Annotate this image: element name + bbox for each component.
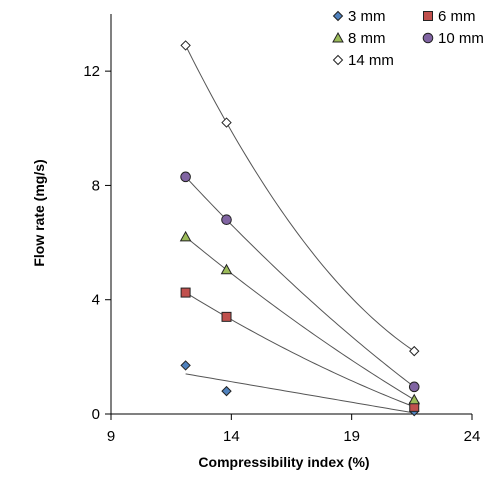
trendline-6-mm (185, 292, 415, 408)
data-point-14-mm (221, 117, 232, 128)
legend-item: 8 mm (332, 30, 386, 47)
trendline-3-mm (185, 373, 415, 414)
data-point-3-mm (180, 360, 191, 371)
legend-marker (423, 11, 433, 21)
axes: 0 4 8 12 9 14 19 24 (83, 14, 480, 445)
data-point-8-mm (220, 263, 233, 275)
legend-label: 14 mm (348, 52, 394, 69)
data-point-14-mm (409, 345, 420, 357)
x-tick-label: 19 (343, 428, 360, 445)
legend-marker (422, 32, 434, 44)
legend-label: 3 mm (348, 8, 386, 25)
data-point-14-mm (180, 40, 191, 51)
data-point-10-mm (221, 214, 232, 226)
data-point-3-mm (221, 385, 232, 397)
x-axis-title: Compressibility index (%) (198, 454, 369, 470)
trendline-14-mm (185, 45, 415, 352)
legend-label: 8 mm (348, 30, 386, 47)
legend-label: 6 mm (438, 8, 476, 25)
data-point-8-mm (179, 230, 192, 242)
trendline-layer (185, 45, 415, 414)
x-tick-label: 9 (107, 428, 115, 445)
legend-item: 6 mm (423, 8, 476, 25)
legend-label: 10 mm (438, 30, 484, 47)
y-axis-title: Flow rate (mg/s) (31, 159, 47, 266)
x-tick-label: 14 (223, 428, 240, 445)
data-point-6-mm (221, 311, 232, 322)
x-tick-label: 24 (464, 428, 481, 445)
trendline-8-mm (185, 236, 415, 401)
data-point-6-mm (180, 287, 191, 298)
data-point-10-mm (180, 171, 191, 183)
legend-item: 3 mm (332, 8, 386, 25)
data-markers (179, 40, 421, 417)
data-point-8-mm (408, 393, 421, 405)
y-tick-label: 0 (92, 406, 100, 423)
legend: 3 mm 6 mm 8 mm 10 mm 14 mm (332, 8, 484, 69)
y-tick-label: 8 (92, 177, 100, 194)
legend-marker (332, 54, 344, 66)
y-tick-label: 4 (92, 292, 100, 309)
legend-item: 10 mm (422, 30, 484, 47)
y-tick-label: 12 (83, 63, 100, 80)
legend-marker (332, 10, 344, 22)
data-point-10-mm (408, 381, 420, 393)
legend-item: 14 mm (332, 52, 394, 69)
legend-marker (332, 31, 344, 43)
trendline-10-mm (185, 176, 415, 388)
